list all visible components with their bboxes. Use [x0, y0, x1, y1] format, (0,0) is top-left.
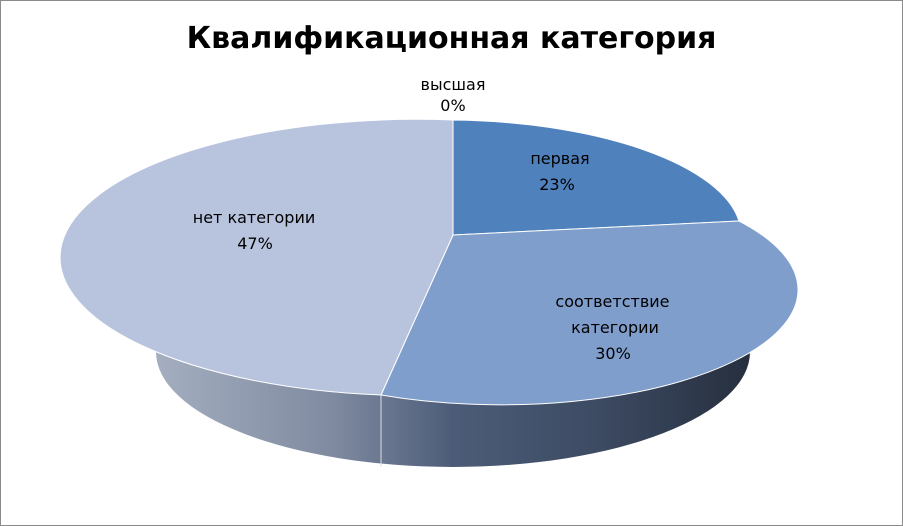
pie-slice-net-kategorii — [59, 118, 454, 396]
label-vysshaya-value: 0% — [440, 96, 465, 115]
label-vysshaya-name: высшая — [421, 75, 486, 94]
label-pervaya-value: 23% — [539, 175, 575, 194]
pie-slice-sootvetstvie — [380, 220, 799, 406]
chart-title: Квалификационная категория — [186, 21, 717, 56]
label-sootvetstvie-name: соответствие категории — [555, 292, 674, 337]
pie-slice-pervaya — [452, 119, 740, 236]
label-net-kategorii-value: 47% — [237, 234, 273, 253]
label-net-kategorii-name: нет категории — [193, 208, 316, 227]
label-sootvetstvie-value: 30% — [595, 344, 631, 363]
label-pervaya-name: первая — [530, 149, 589, 168]
